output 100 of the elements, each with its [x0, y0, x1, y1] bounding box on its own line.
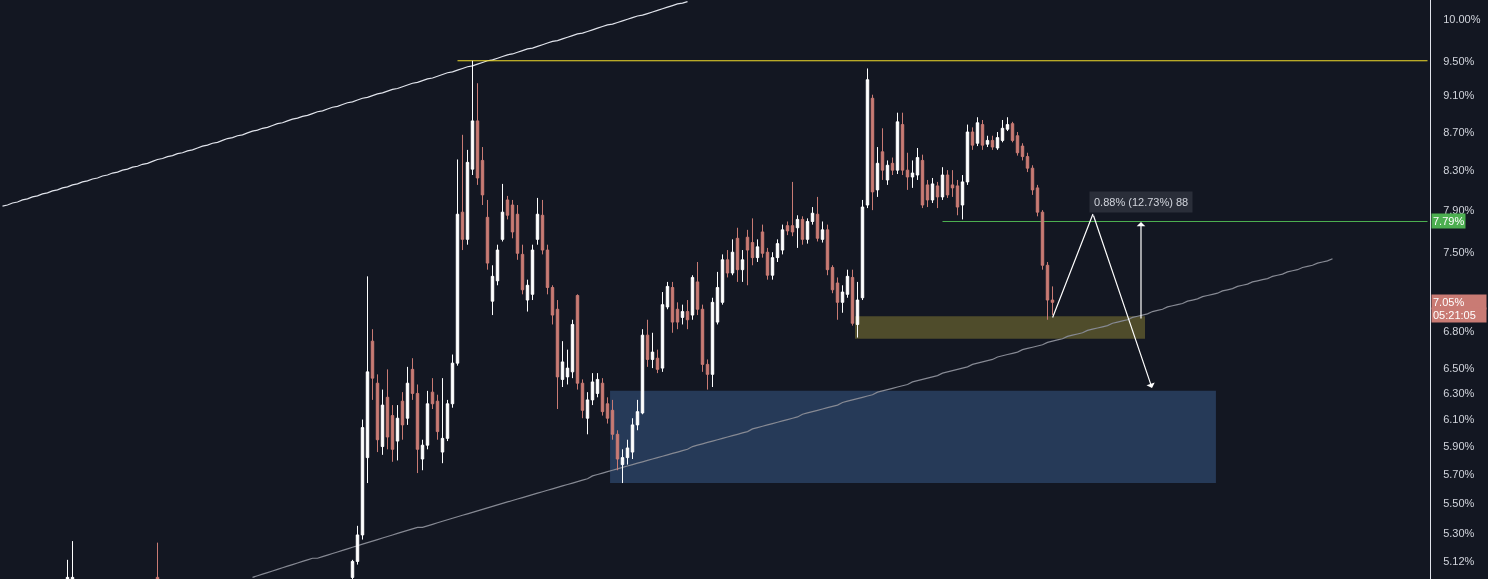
candlestick — [990, 135, 995, 151]
candlestick — [835, 276, 840, 321]
candlestick — [690, 274, 695, 321]
candlestick — [385, 368, 390, 450]
candlestick — [620, 448, 625, 484]
candlestick — [630, 417, 635, 460]
candlestick — [900, 112, 905, 176]
y-tick-label: 5.30% — [1443, 527, 1475, 540]
y-tick-label: 8.30% — [1443, 163, 1475, 176]
candlestick — [665, 281, 670, 310]
candlestick — [565, 349, 570, 385]
candlestick — [430, 377, 435, 410]
candlestick — [995, 131, 1000, 151]
y-tick-label: 7.50% — [1443, 246, 1475, 259]
candlestick — [785, 220, 790, 236]
candlestick — [1045, 261, 1050, 321]
y-tick-label: 10.00% — [1443, 13, 1481, 26]
line-series — [251, 258, 1334, 578]
candlestick — [800, 215, 805, 246]
candlestick — [775, 238, 780, 263]
candlestick — [560, 340, 565, 388]
candlestick — [845, 269, 850, 299]
candlestick — [540, 199, 545, 255]
candlestick — [765, 247, 770, 281]
text: 7.05% — [1433, 296, 1465, 308]
candlestick — [505, 195, 510, 220]
candlestick — [465, 149, 470, 246]
candlestick — [545, 244, 550, 295]
y-tick-label: 5.90% — [1443, 440, 1475, 453]
candlestick — [1005, 116, 1010, 132]
line-series — [1, 0, 689, 207]
y-tick-label: 6.50% — [1443, 361, 1475, 374]
candlestick — [585, 391, 590, 435]
y-tick-label: 9.50% — [1443, 54, 1475, 67]
candlestick — [1025, 152, 1030, 173]
candlestick — [440, 377, 445, 464]
candlestick — [460, 134, 465, 251]
candlestick — [580, 378, 585, 419]
candlestick — [1030, 164, 1035, 196]
candlestick — [1000, 119, 1005, 143]
candlestick — [485, 199, 490, 271]
candlestick — [420, 439, 425, 471]
candlestick — [730, 238, 735, 276]
candlestick — [940, 166, 945, 201]
candlestick — [495, 244, 500, 286]
candlestick — [680, 304, 685, 325]
candlestick — [740, 249, 745, 283]
candlestick — [930, 177, 935, 204]
candlestick — [925, 179, 930, 208]
candlestick — [380, 389, 385, 456]
candlestick — [445, 399, 450, 442]
candlestick — [570, 319, 575, 379]
candlestick — [755, 238, 760, 263]
candlestick — [955, 179, 960, 216]
candlestick — [735, 227, 740, 283]
candlestick — [1050, 285, 1055, 316]
candlestick — [840, 284, 845, 314]
y-tick-label: 6.30% — [1443, 387, 1475, 400]
candlestick — [625, 439, 630, 466]
candlestick — [685, 299, 690, 330]
candlestick — [595, 372, 600, 398]
candlestick — [515, 204, 520, 261]
candlestick — [960, 174, 965, 220]
candlestick — [855, 281, 860, 339]
candlestick — [770, 251, 775, 281]
candlestick — [400, 391, 405, 441]
candlestick — [355, 525, 360, 566]
candlestick — [920, 154, 925, 209]
candlestick — [985, 135, 990, 148]
candlestick — [890, 157, 895, 176]
candlestick — [395, 404, 400, 461]
candlestick — [555, 299, 560, 410]
candlestick — [370, 328, 375, 401]
candlestick — [970, 126, 975, 151]
candlestick — [760, 224, 765, 259]
candlestick — [650, 332, 655, 369]
candlestick — [645, 319, 650, 368]
y-tick-label: 8.70% — [1443, 125, 1475, 138]
candlestick — [895, 112, 900, 175]
candlestick — [435, 394, 440, 441]
candlestick — [70, 540, 75, 579]
candlestick — [815, 196, 820, 242]
candlestick — [155, 542, 160, 579]
candlestick — [870, 94, 875, 211]
y-tick-label: 6.10% — [1443, 413, 1475, 426]
candlestick — [715, 271, 720, 325]
candlestick — [615, 429, 620, 471]
candlestick — [670, 281, 675, 334]
candlestick — [1020, 142, 1025, 161]
candlestick — [450, 354, 455, 409]
candlestick — [520, 244, 525, 295]
candlestick — [965, 124, 970, 186]
y-tick-label: 5.50% — [1443, 497, 1475, 510]
candlestick — [475, 82, 480, 186]
candlestick — [530, 244, 535, 301]
candlestick — [415, 383, 420, 474]
y-tick-label: 5.70% — [1443, 468, 1475, 481]
candlestick — [885, 159, 890, 186]
candlestick — [750, 217, 755, 266]
candlestick — [605, 396, 610, 425]
